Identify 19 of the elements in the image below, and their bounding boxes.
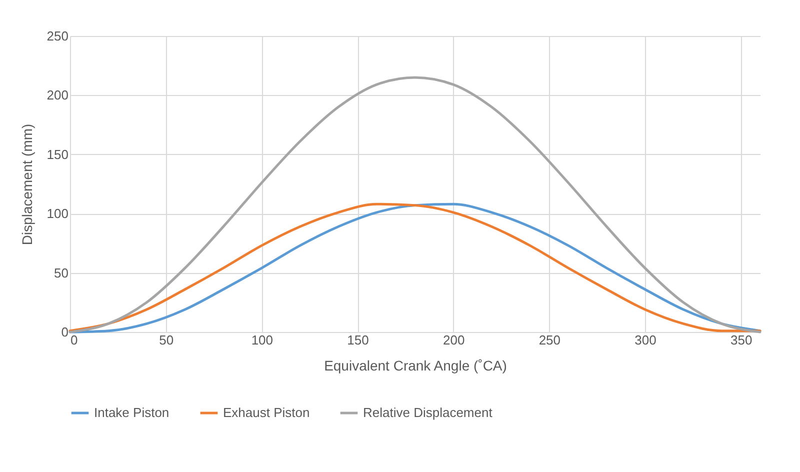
y-tick-label: 50 [54, 265, 68, 280]
y-tick-label: 200 [46, 88, 68, 103]
x-tick-label: 150 [347, 332, 369, 348]
x-tick-label: 50 [159, 332, 174, 348]
legend-label: Exhaust Piston [223, 405, 310, 420]
y-tick-label: 100 [46, 206, 68, 222]
x-tick-label: 250 [538, 332, 561, 348]
line-series [68, 76, 762, 334]
legend-label: Intake Piston [94, 405, 170, 420]
x-tick-label: 100 [251, 332, 274, 348]
x-axis-title: Equivalent Crank Angle (˚CA) [324, 358, 507, 374]
x-tick-label: 300 [634, 332, 656, 348]
y-tick-label: 150 [46, 146, 68, 162]
x-tick-label: 0 [70, 332, 78, 348]
x-tick-label: 200 [442, 332, 465, 348]
x-tick-label: 350 [730, 332, 752, 348]
y-tick-label: 250 [46, 28, 68, 44]
legend-label: Relative Displacement [363, 405, 493, 420]
y-axis-title: Displacement (mm) [18, 124, 35, 246]
